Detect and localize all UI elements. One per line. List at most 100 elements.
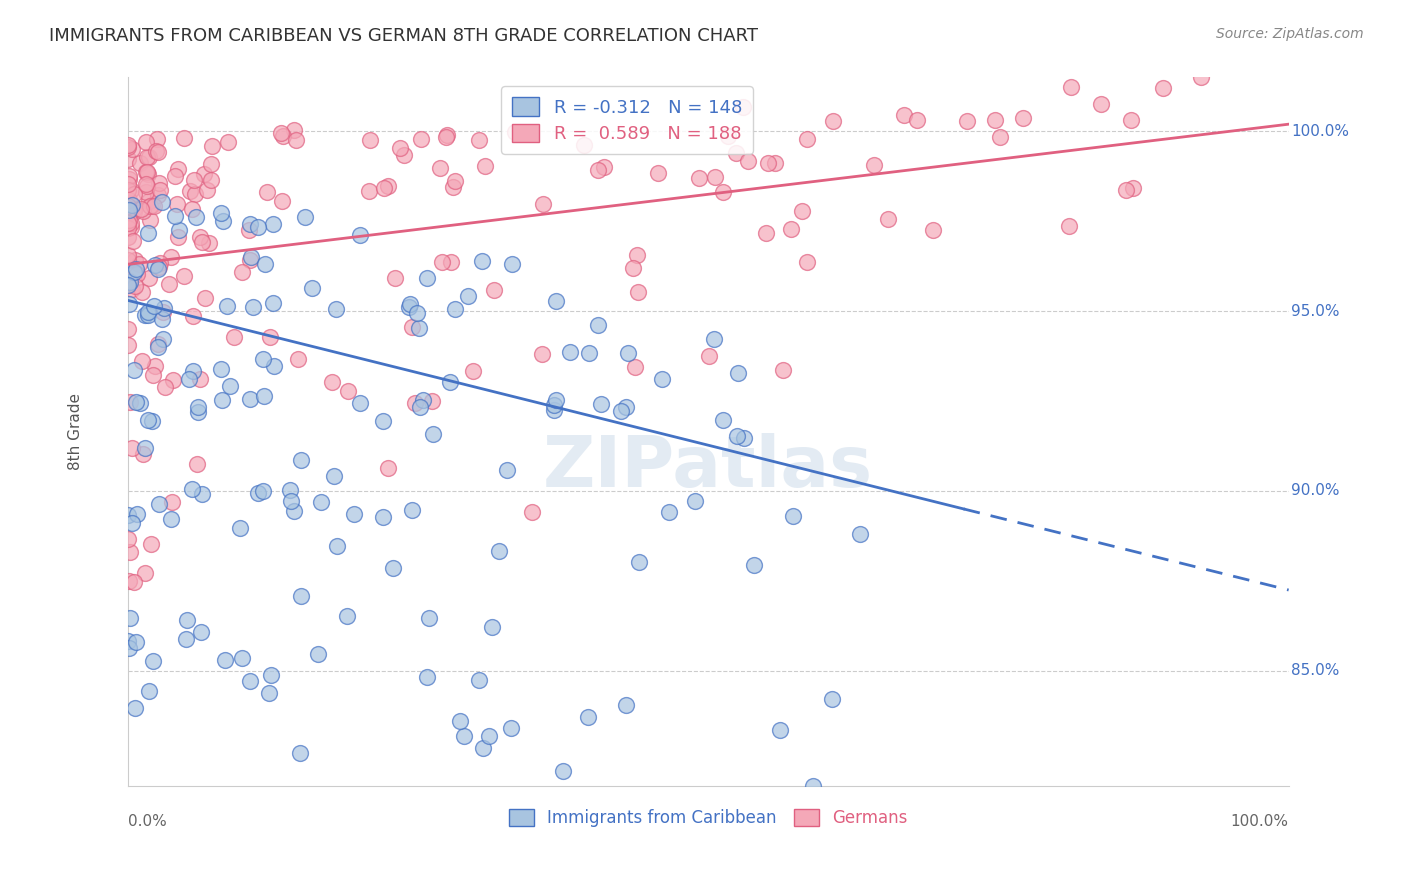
Point (477, 729, 499, 743)
Point (488, 544, 510, 558)
Point (711, 185, 734, 199)
Point (125, 394, 148, 409)
Point (405, 306, 427, 320)
Point (628, 555, 651, 569)
Point (259, 668, 281, 682)
Point (118, 574, 141, 588)
Point (117, 138, 139, 153)
Point (627, 285, 650, 300)
Point (239, 253, 262, 268)
Point (118, 640, 141, 655)
Point (217, 299, 239, 313)
Point (246, 486, 269, 500)
Point (463, 364, 485, 378)
Point (145, 144, 167, 158)
Point (1189, 70, 1212, 85)
Point (614, 400, 637, 414)
Point (610, 404, 633, 418)
Point (683, 494, 706, 508)
Point (239, 250, 262, 264)
Point (135, 177, 157, 191)
Point (167, 223, 190, 237)
Point (416, 669, 439, 683)
Point (349, 395, 371, 409)
Point (769, 723, 792, 737)
Point (135, 179, 157, 194)
Text: 85.0%: 85.0% (1291, 664, 1340, 678)
Point (688, 171, 710, 186)
Point (231, 651, 253, 665)
Point (224, 330, 246, 344)
Point (336, 608, 359, 623)
Point (148, 256, 170, 270)
Point (441, 180, 464, 194)
Point (737, 153, 759, 168)
Point (983, 112, 1005, 127)
Point (271, 194, 294, 208)
Point (142, 299, 165, 313)
Point (252, 484, 274, 499)
Point (117, 338, 139, 352)
Point (256, 185, 278, 199)
Point (214, 653, 236, 667)
Point (863, 158, 886, 172)
Point (179, 372, 201, 386)
Point (472, 740, 495, 755)
Point (141, 537, 163, 551)
Point (1121, 181, 1143, 195)
Point (176, 613, 198, 627)
Point (621, 260, 644, 275)
Point (742, 558, 765, 573)
Point (118, 202, 141, 217)
Point (139, 199, 162, 213)
Point (136, 309, 159, 323)
Point (439, 375, 461, 389)
Point (117, 230, 139, 244)
Point (229, 521, 252, 535)
Point (398, 300, 420, 314)
Point (439, 254, 461, 268)
Point (377, 461, 399, 475)
Point (412, 393, 434, 408)
Point (117, 272, 139, 286)
Point (117, 252, 139, 267)
Point (148, 145, 170, 160)
Point (239, 673, 262, 688)
Point (150, 312, 173, 326)
Point (120, 219, 142, 234)
Point (179, 184, 201, 198)
Point (704, 169, 727, 184)
Point (148, 340, 170, 354)
Point (211, 393, 233, 408)
Point (121, 198, 143, 212)
Point (626, 248, 648, 262)
Point (287, 352, 309, 367)
Point (143, 359, 166, 373)
Point (392, 148, 415, 162)
Point (434, 130, 457, 145)
Point (468, 673, 491, 687)
Point (117, 178, 139, 192)
Point (1115, 183, 1137, 197)
Point (122, 202, 145, 217)
Text: 90.0%: 90.0% (1291, 483, 1340, 499)
Point (262, 218, 284, 232)
Point (623, 359, 645, 374)
Point (160, 512, 183, 526)
Point (131, 354, 153, 368)
Point (1012, 111, 1035, 125)
Point (121, 516, 143, 530)
Point (711, 413, 734, 427)
Point (404, 396, 426, 410)
Point (411, 132, 433, 146)
Point (152, 332, 174, 346)
Point (117, 533, 139, 547)
Point (278, 483, 301, 497)
Point (717, 128, 740, 143)
Point (162, 373, 184, 387)
Point (259, 330, 281, 344)
Point (198, 235, 221, 250)
Point (444, 301, 467, 316)
Point (307, 647, 329, 661)
Point (141, 197, 163, 211)
